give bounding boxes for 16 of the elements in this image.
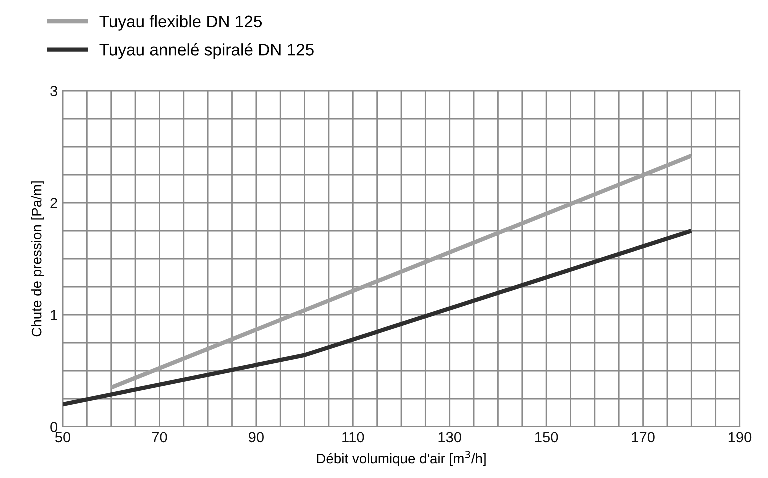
x-tick-label: 130 bbox=[438, 432, 462, 443]
y-tick-label: 0 bbox=[50, 422, 58, 432]
legend-label: Tuyau flexible DN 125 bbox=[100, 15, 262, 31]
x-tick-label: 190 bbox=[728, 432, 752, 443]
legend-label: Tuyau annelé spiralé DN 125 bbox=[100, 43, 314, 60]
x-tick-label: 110 bbox=[342, 432, 364, 443]
x-tick-label: 150 bbox=[536, 432, 558, 443]
y-tick-label: 2 bbox=[50, 198, 58, 208]
x-tick-label: 50 bbox=[55, 432, 71, 443]
y-tick-label: 1 bbox=[51, 310, 58, 320]
x-tick-label: 70 bbox=[152, 432, 168, 443]
x-axis-title: Débit volumique d'air [m$^{3}$/h] bbox=[317, 451, 486, 466]
x-tick-label: 90 bbox=[249, 432, 264, 443]
y-axis-title: Chute de pression [Pa/m] bbox=[32, 182, 44, 337]
x-tick-label: 170 bbox=[632, 432, 655, 443]
y-tick-label: 3 bbox=[50, 86, 58, 96]
